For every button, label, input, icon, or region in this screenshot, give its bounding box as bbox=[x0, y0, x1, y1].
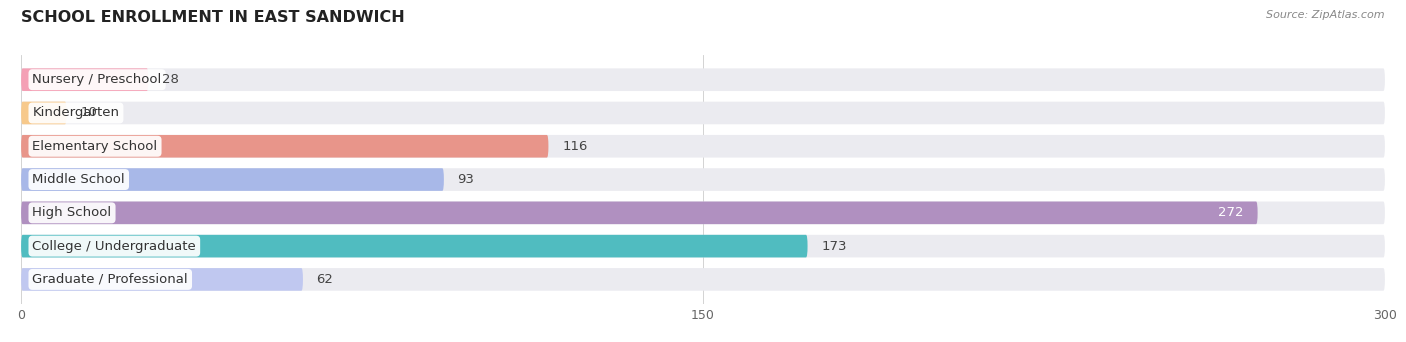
FancyBboxPatch shape bbox=[21, 235, 1385, 258]
Text: 272: 272 bbox=[1219, 206, 1244, 219]
FancyBboxPatch shape bbox=[21, 268, 302, 291]
FancyBboxPatch shape bbox=[21, 168, 444, 191]
FancyBboxPatch shape bbox=[21, 135, 1385, 158]
FancyBboxPatch shape bbox=[21, 201, 1257, 224]
FancyBboxPatch shape bbox=[21, 68, 149, 91]
Text: Graduate / Professional: Graduate / Professional bbox=[32, 273, 188, 286]
Text: Source: ZipAtlas.com: Source: ZipAtlas.com bbox=[1267, 10, 1385, 20]
Text: 116: 116 bbox=[562, 140, 588, 153]
Text: Middle School: Middle School bbox=[32, 173, 125, 186]
Text: Nursery / Preschool: Nursery / Preschool bbox=[32, 73, 162, 86]
Text: 62: 62 bbox=[316, 273, 333, 286]
FancyBboxPatch shape bbox=[21, 268, 1385, 291]
FancyBboxPatch shape bbox=[21, 235, 807, 258]
Text: 173: 173 bbox=[821, 240, 846, 253]
Text: SCHOOL ENROLLMENT IN EAST SANDWICH: SCHOOL ENROLLMENT IN EAST SANDWICH bbox=[21, 10, 405, 25]
FancyBboxPatch shape bbox=[21, 168, 1385, 191]
Text: High School: High School bbox=[32, 206, 111, 219]
Text: 93: 93 bbox=[457, 173, 474, 186]
Text: Kindergarten: Kindergarten bbox=[32, 106, 120, 119]
FancyBboxPatch shape bbox=[21, 135, 548, 158]
Text: 28: 28 bbox=[162, 73, 179, 86]
FancyBboxPatch shape bbox=[21, 201, 1385, 224]
Text: Elementary School: Elementary School bbox=[32, 140, 157, 153]
Text: College / Undergraduate: College / Undergraduate bbox=[32, 240, 197, 253]
FancyBboxPatch shape bbox=[21, 102, 1385, 124]
FancyBboxPatch shape bbox=[21, 68, 1385, 91]
FancyBboxPatch shape bbox=[21, 102, 66, 124]
Text: 10: 10 bbox=[80, 106, 97, 119]
